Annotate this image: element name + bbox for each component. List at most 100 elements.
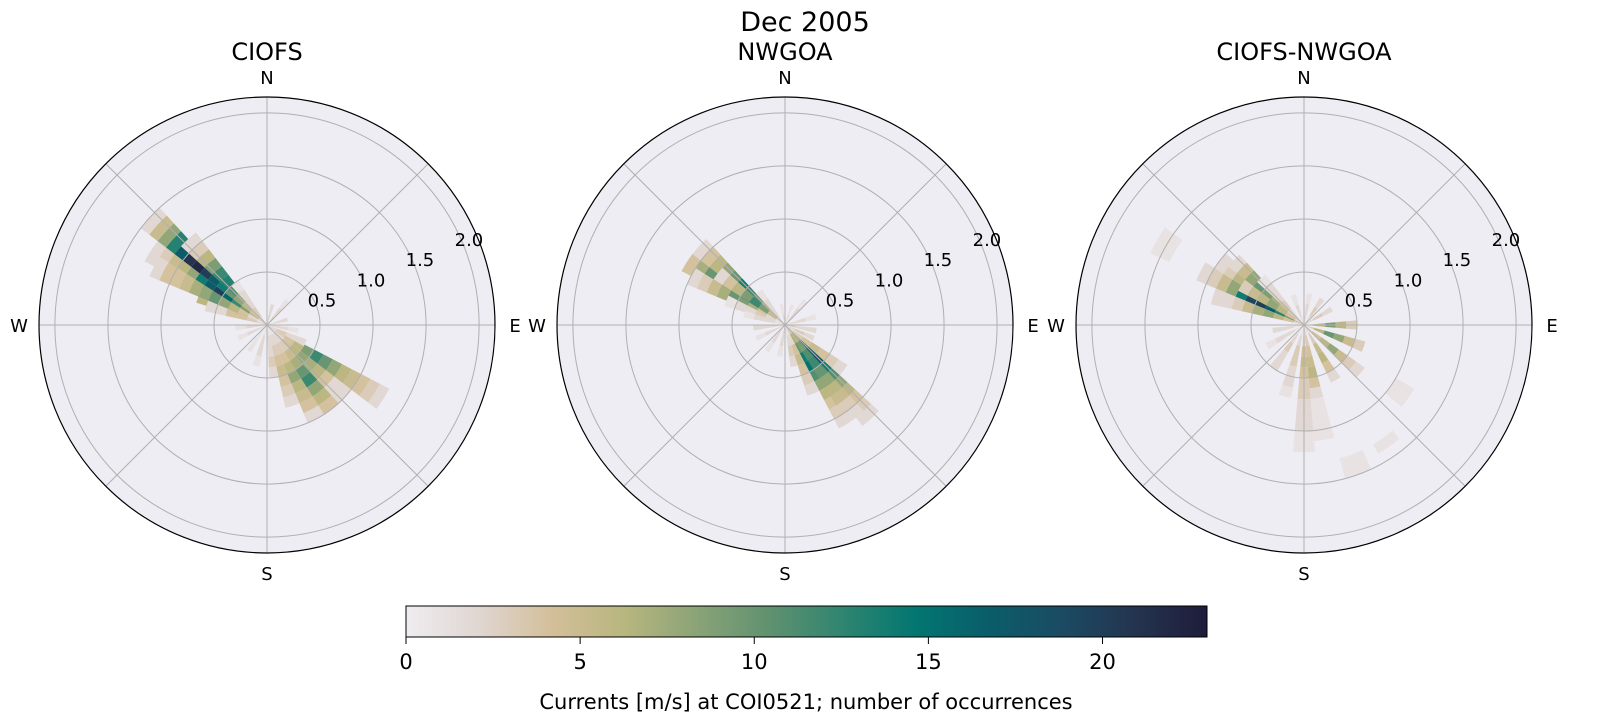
rose-bin [294,335,307,347]
rose-bin [1342,335,1356,348]
rose-bin [1312,417,1332,431]
rose-bin [1256,292,1271,306]
rose-bin [317,354,333,371]
rose-bin [1238,279,1254,296]
rose-bin [140,207,167,235]
rose-bin [342,369,362,390]
rose-bin [819,371,836,388]
radial-tick-label: 0.5 [826,291,855,312]
rose-bin [1283,316,1295,323]
rose-bin [764,341,775,353]
rose-bin [803,332,815,341]
rose-bin [786,335,792,347]
radial-tick-label: 1.0 [875,270,904,291]
rose-panel-3: 0.5 1.0 1.5 2.0 N E S W CIOFS-NWGOA [1047,38,1558,585]
angular-gridline [266,324,429,487]
compass-label: E [1027,316,1038,337]
rose-bin [235,312,248,321]
rose-bin [288,344,301,357]
rose-bin [1228,254,1247,274]
rose-bin [790,332,800,343]
rose-bin [267,325,270,336]
radial-tick-label: 2.0 [1492,230,1521,251]
compass-label: W [10,316,28,337]
rose-bin [324,376,343,396]
rose-bin [275,329,286,338]
rose-bin [267,314,271,325]
rose-bin [1308,333,1317,345]
rose-bin [253,333,262,344]
rose-bin [794,328,805,336]
rose-bin [279,351,290,365]
rose-bin [252,354,262,367]
rose-bin [1247,286,1262,301]
panel-title: NWGOA [737,38,833,66]
rose-bin [1296,334,1303,346]
rose-bars [681,239,879,429]
rose-bin [1352,338,1366,352]
rose-bin [1314,297,1325,309]
rose-bin [299,396,319,414]
compass-label: N [1297,68,1310,89]
radial-tick-label: 1.0 [357,270,386,291]
rose-bin [359,378,380,403]
rose-bin [291,378,307,394]
rose-bin [1252,304,1265,316]
rose-bin [309,363,326,380]
rose-bin [763,325,775,329]
rose-bin [256,344,264,357]
rose-bin [1275,333,1287,344]
rose-panel-2: 0.5 1.0 1.5 2.0 N E S W NWGOA [528,38,1039,585]
rose-bin [785,321,796,325]
rose-bin [208,290,223,305]
rose-bars [140,207,390,423]
rose-bin [275,342,285,355]
rose-bin [245,325,257,329]
rose-bin [795,325,807,331]
colorbar-tick-label: 15 [915,650,942,674]
angular-gridline [623,163,786,326]
rose-bin [830,387,850,406]
rose-bin [1317,351,1329,364]
rose-bin [789,355,798,368]
rose-bin [272,332,282,343]
radial-tick-label: 1.0 [1394,270,1423,291]
rose-bin [805,326,817,334]
rose-bin [1225,279,1242,297]
rose-bin [1285,312,1296,321]
colorbar-tick-label: 20 [1089,650,1116,674]
rose-bin [1282,325,1294,331]
rose-bin [1310,396,1326,410]
rose-bin [268,366,279,378]
polar-frame [1075,96,1533,554]
rose-bin [235,325,247,331]
rose-bin [824,379,843,397]
rose-bin [1293,325,1304,328]
rose-bin [785,325,796,328]
rose-bin [1236,262,1254,280]
angular-gridline [784,324,947,487]
rose-bin [782,325,785,336]
rose-bin [831,359,848,376]
rose-bin [1150,227,1174,258]
rose-bin [257,319,267,325]
rose-bin [188,279,205,297]
rose-bin [259,334,266,346]
angular-gridline [1303,163,1466,326]
rose-bin [1293,320,1304,325]
panel-title: CIOFS-NWGOA [1216,38,1392,66]
rose-bin [285,332,297,341]
compass-label: E [1546,316,1557,337]
rose-bin [1275,305,1288,316]
rose-bin [1339,449,1367,469]
rose-bin [804,381,820,396]
rose-bin [756,289,768,302]
rose-bin [791,307,800,318]
compass-label: W [1047,316,1065,337]
rose-bin [753,314,766,322]
rose-bin [1309,306,1318,317]
rose-bin [1326,343,1339,355]
rose-bin [765,328,776,336]
